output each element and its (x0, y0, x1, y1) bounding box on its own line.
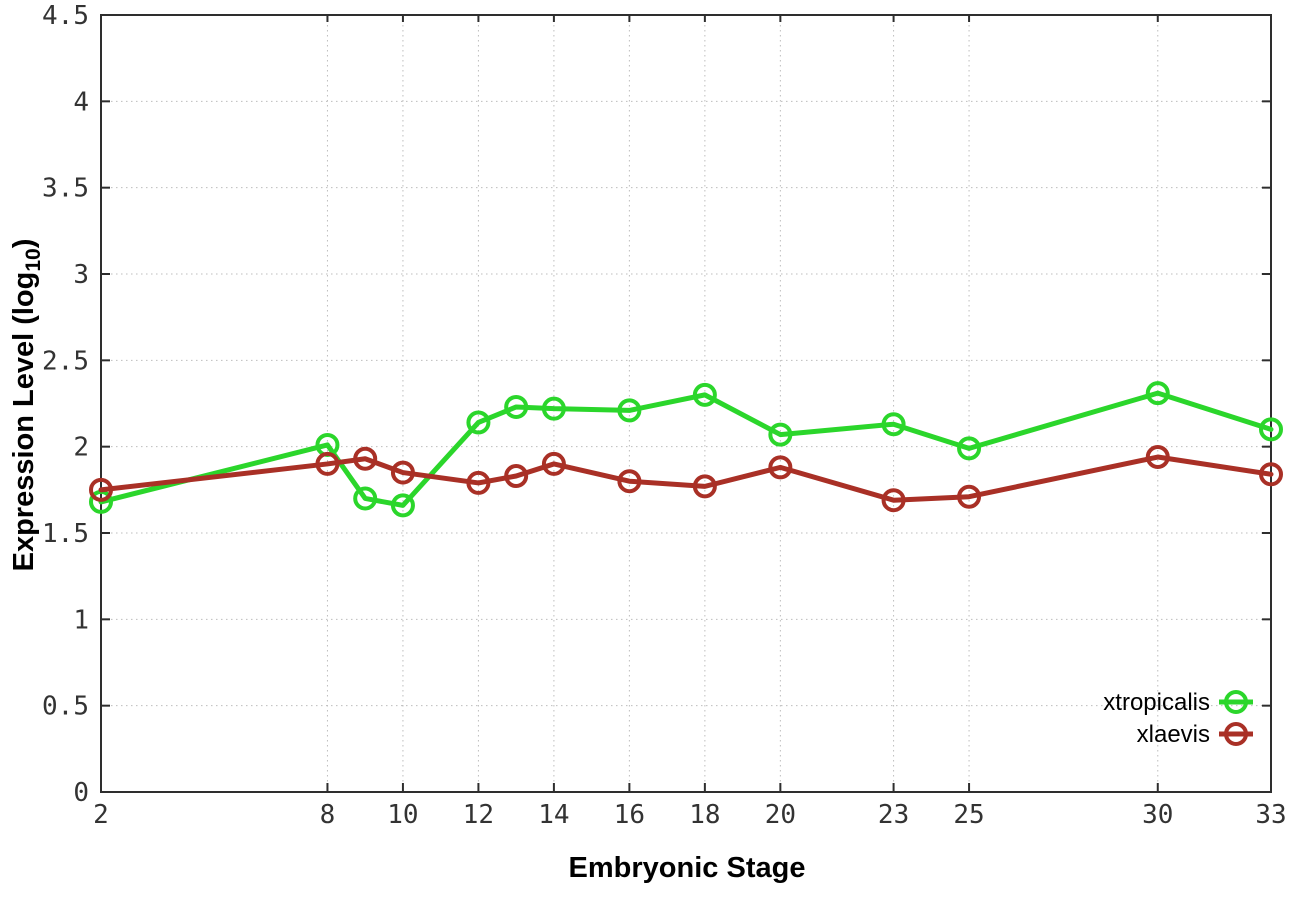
marker-xlaevis-stage-13 (504, 464, 529, 489)
series-line-xlaevis (98, 454, 1274, 503)
x-tick-label-8: 8 (320, 800, 336, 830)
marker-xlaevis-stage-16 (617, 469, 642, 494)
legend-label-xlaevis: xlaevis (1137, 721, 1210, 748)
y-tick-label-3.5: 3.5 (42, 174, 89, 204)
marker-xtropicalis-stage-25 (957, 436, 982, 461)
legend-sample-marker-xlaevis (1224, 722, 1248, 746)
marker-xlaevis-stage-8 (315, 451, 340, 476)
y-tick-label-4.5: 4.5 (42, 1, 89, 31)
x-tick-label-30: 30 (1142, 800, 1173, 830)
x-tick-label-10: 10 (387, 800, 418, 830)
x-tick-label-33: 33 (1255, 800, 1286, 830)
plot-border (100, 14, 1272, 793)
y-tick-label-2.5: 2.5 (42, 346, 89, 376)
marker-xtropicalis-stage-14 (541, 396, 566, 421)
marker-xlaevis-stage-9 (353, 446, 378, 471)
marker-xlaevis-stage-14 (541, 451, 566, 476)
x-axis-label: Embryonic Stage (569, 852, 806, 884)
marker-xtropicalis-stage-30 (1145, 381, 1170, 406)
marker-xlaevis-stage-12 (466, 470, 491, 495)
y-tick-label-4: 4 (73, 87, 89, 117)
marker-xtropicalis-stage-18 (692, 382, 717, 407)
x-tick-label-20: 20 (765, 800, 796, 830)
y-axis-label: Expression Level (log10) (8, 239, 45, 572)
series-line-xtropicalis (98, 390, 1274, 508)
marker-xlaevis-stage-33 (1259, 462, 1283, 487)
y-tick-label-3: 3 (73, 260, 89, 290)
marker-xlaevis-stage-23 (881, 488, 906, 513)
legend-sample-marker-xtropicalis (1224, 690, 1248, 714)
marker-xtropicalis-stage-10 (390, 493, 415, 518)
y-axis-label-subscript: 10 (22, 248, 45, 271)
marker-xlaevis-stage-20 (768, 455, 793, 480)
x-tick-label-2: 2 (93, 800, 109, 830)
x-tick-label-16: 16 (614, 800, 645, 830)
x-tick-label-23: 23 (878, 800, 909, 830)
marker-xlaevis-stage-30 (1145, 445, 1170, 470)
y-tick-label-0.5: 0.5 (42, 692, 89, 722)
y-tick-label-1: 1 (73, 605, 89, 635)
marker-xlaevis-stage-25 (957, 484, 982, 509)
x-tick-label-14: 14 (538, 800, 569, 830)
marker-xtropicalis-stage-9 (353, 486, 378, 511)
marker-xlaevis-stage-18 (692, 474, 717, 499)
y-axis-label-close: ) (8, 239, 40, 249)
marker-xtropicalis-stage-20 (768, 422, 793, 447)
marker-xtropicalis-stage-23 (881, 412, 906, 437)
y-tick-label-0: 0 (73, 778, 89, 808)
x-tick-label-18: 18 (689, 800, 720, 830)
marker-xlaevis-stage-10 (390, 460, 415, 485)
y-axis-label-main: Expression Level (log (8, 272, 40, 572)
legend-label-xtropicalis: xtropicalis (1103, 689, 1210, 716)
y-tick-label-1.5: 1.5 (42, 519, 89, 549)
y-tick-label-2: 2 (73, 433, 89, 463)
marker-xtropicalis-stage-12 (466, 410, 491, 435)
marker-xtropicalis-stage-33 (1259, 417, 1283, 442)
marker-xtropicalis-stage-13 (504, 394, 529, 419)
marker-xtropicalis-stage-16 (617, 398, 642, 423)
marker-xlaevis-stage-2 (89, 477, 113, 502)
x-tick-label-12: 12 (463, 800, 494, 830)
x-tick-label-25: 25 (953, 800, 984, 830)
